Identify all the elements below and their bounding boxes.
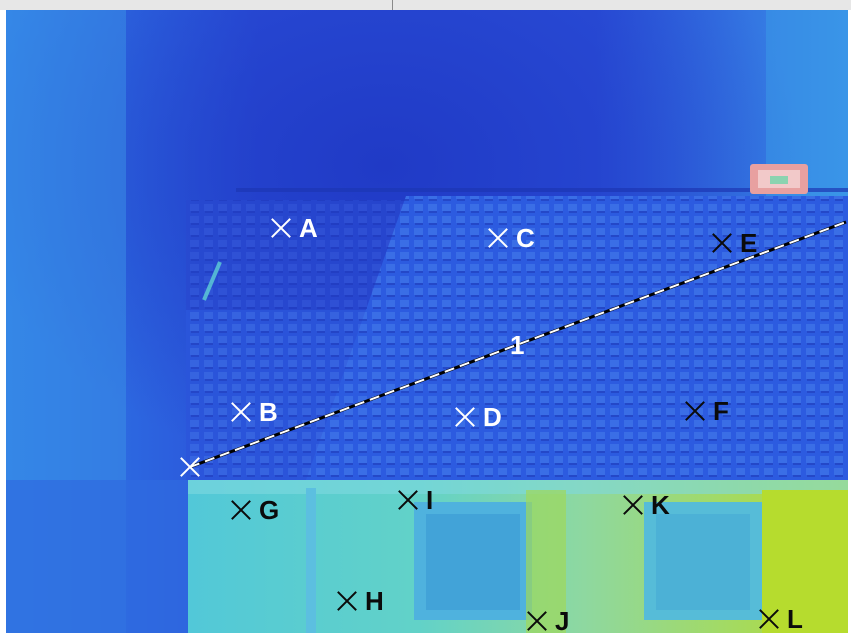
cross-icon	[710, 231, 734, 255]
cross-icon	[621, 493, 645, 517]
marker-label: F	[713, 396, 729, 426]
profile-line-label: 1	[510, 330, 525, 360]
marker-label: G	[259, 495, 280, 525]
thermal-image	[6, 10, 848, 633]
cross-icon	[683, 399, 707, 423]
toolbar-divider	[392, 0, 393, 10]
cross-icon	[229, 498, 253, 522]
marker-label: C	[516, 223, 535, 253]
cross-icon	[757, 607, 781, 631]
marker-label: A	[299, 213, 318, 243]
marker-label: I	[426, 485, 434, 515]
cross-icon	[269, 216, 293, 240]
right-border	[848, 10, 851, 633]
cross-icon	[229, 400, 253, 424]
marker-label: B	[259, 397, 278, 427]
cross-icon	[525, 609, 549, 633]
cross-icon	[453, 405, 477, 429]
marker-label: L	[787, 604, 803, 633]
cross-icon	[486, 226, 510, 250]
cross-icon	[178, 455, 202, 479]
marker-label: E	[740, 228, 758, 258]
marker-label: H	[365, 586, 384, 616]
thermal-picture	[6, 10, 848, 633]
cross-icon	[396, 488, 420, 512]
left-border	[0, 10, 6, 633]
marker-label: D	[483, 402, 502, 432]
cross-icon	[335, 589, 359, 613]
marker-label: K	[651, 490, 670, 520]
marker-label: J	[555, 606, 570, 633]
